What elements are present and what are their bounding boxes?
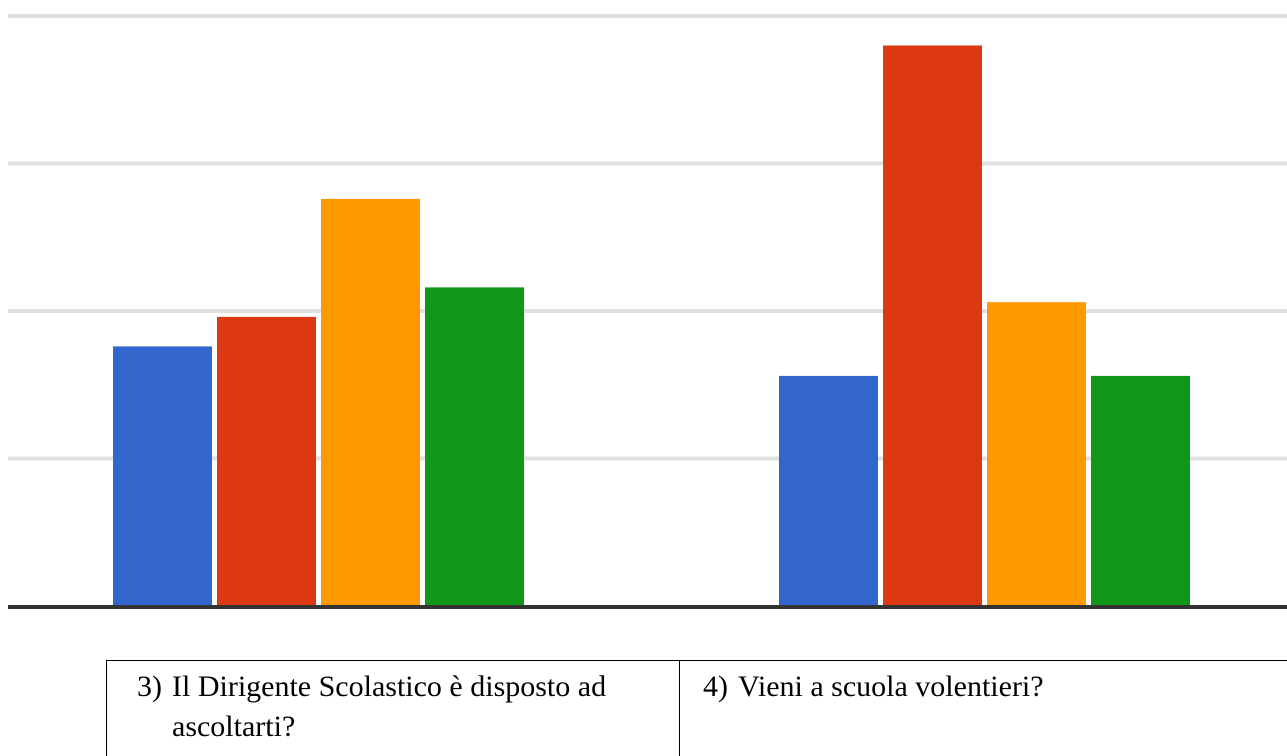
question-cell-4: 4) Vieni a scuola volentieri? xyxy=(679,660,1287,756)
question-text: Vieni a scuola volentieri? xyxy=(738,670,1044,703)
question-number: 3) xyxy=(137,670,162,703)
bar-q3-series-3 xyxy=(321,198,420,606)
bar-q4-series-4 xyxy=(1091,375,1190,606)
bar-q4-series-1 xyxy=(779,375,878,606)
bar-q4-series-2 xyxy=(883,45,982,606)
question-cell-3: 3) Il Dirigente Scolastico è disposto ad… xyxy=(106,660,680,756)
question-text: Il Dirigente Scolastico è disposto ad as… xyxy=(172,670,607,743)
question-3: 3) Il Dirigente Scolastico è disposto ad… xyxy=(107,661,679,747)
questions-table: 3) Il Dirigente Scolastico è disposto ad… xyxy=(106,660,1287,756)
bar-q3-series-2 xyxy=(217,316,316,606)
bar-chart xyxy=(8,14,1287,609)
bar-q3-series-1 xyxy=(113,346,212,606)
question-4: 4) Vieni a scuola volentieri? xyxy=(680,661,1287,707)
questions-row: 3) Il Dirigente Scolastico è disposto ad… xyxy=(106,660,1287,756)
bar-q4-series-3 xyxy=(987,302,1086,606)
bar-q3-series-4 xyxy=(425,287,524,606)
bars xyxy=(113,45,1190,606)
question-number: 4) xyxy=(703,670,728,703)
